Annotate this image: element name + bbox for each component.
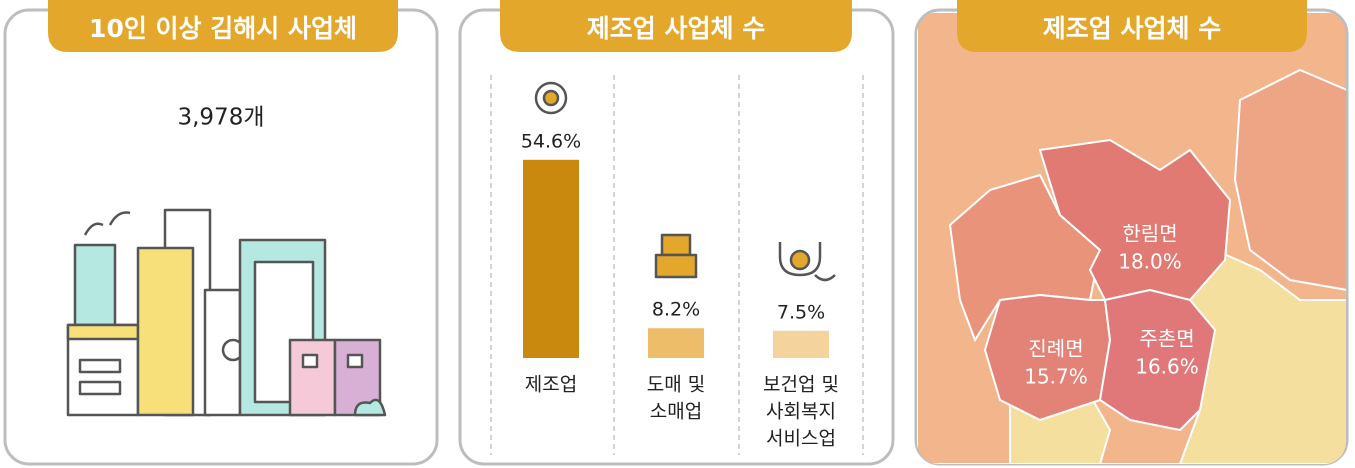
region <box>1098 288 1217 432</box>
category-label: 소매업 <box>650 401 702 423</box>
region-name: 주촌면 <box>1139 327 1194 351</box>
category-label: 제조업 <box>525 374 577 396</box>
bar <box>523 159 579 358</box>
box-icon <box>654 233 698 279</box>
gear-icon <box>534 81 568 115</box>
category-label: 서비스업 <box>766 428 836 450</box>
bar <box>773 330 829 358</box>
value-label: 54.6% <box>521 130 581 152</box>
panel-title: 제조업 사업체 수 <box>1043 14 1221 43</box>
title-tab <box>500 0 852 52</box>
title-tab <box>48 0 398 52</box>
panel-title: 제조업 사업체 수 <box>587 14 765 43</box>
region-name: 한림면 <box>1122 222 1177 246</box>
value-label: 8.2% <box>652 299 700 321</box>
title-tab <box>957 0 1307 52</box>
region-value: 18.0% <box>1118 250 1182 274</box>
region-value: 15.7% <box>1024 365 1088 389</box>
city-illustration <box>66 208 387 417</box>
value-label: 7.5% <box>777 301 825 323</box>
bar <box>648 328 704 358</box>
category-label: 사회복지 <box>766 401 836 423</box>
total-count: 3,978개 <box>177 105 264 131</box>
map <box>917 12 1346 464</box>
category-label: 도매 및 <box>647 374 705 396</box>
stethoscope-icon <box>778 242 836 282</box>
region-name: 진례면 <box>1028 337 1083 361</box>
category-label: 보건업 및 <box>763 374 839 396</box>
region-value: 16.6% <box>1135 355 1199 379</box>
panel-title: 10인 이상 김해시 사업체 <box>89 14 357 43</box>
